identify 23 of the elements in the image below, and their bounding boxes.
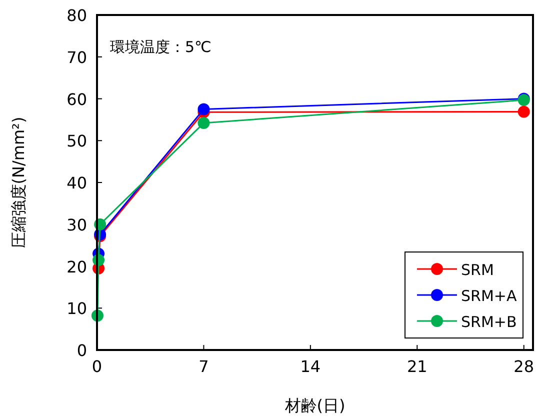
point [518, 106, 530, 118]
legend-label: SRM+A [461, 287, 518, 305]
y-tick-label: 40 [66, 174, 87, 192]
y-tick-label: 20 [66, 257, 87, 276]
x-tick-label: 14 [300, 357, 321, 376]
y-tick-label: 50 [66, 132, 87, 151]
x-tick-label: 21 [406, 357, 428, 376]
legend-label: SRM+B [461, 313, 517, 331]
annotation: 環境温度：5℃ [110, 38, 212, 56]
y-tick-label: 60 [66, 90, 87, 109]
y-tick-label: 30 [66, 215, 87, 234]
x-tick-label: 7 [198, 357, 209, 376]
y-tick-label: 70 [66, 48, 87, 67]
x-tick-label: 0 [92, 357, 102, 376]
x-tick-label: 28 [514, 357, 534, 376]
y-tick-label: 10 [66, 299, 87, 318]
y-tick-label: 80 [66, 6, 87, 25]
legend-label: SRM [461, 261, 494, 279]
y-axis-title: 圧縮強度(N/mm²) [9, 116, 28, 248]
x-axis-title: 材齢(日) [284, 396, 346, 415]
point [198, 117, 210, 130]
y-tick-label: 0 [76, 341, 87, 360]
point [198, 103, 210, 116]
